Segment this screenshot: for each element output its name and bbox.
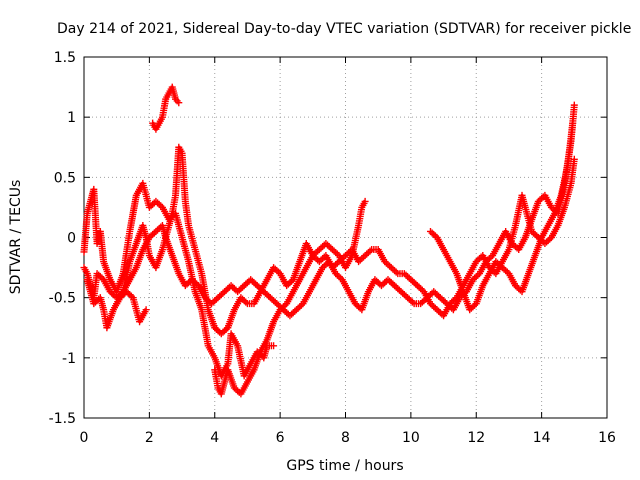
x-tick-label: 14 xyxy=(533,430,551,446)
chart-title: Day 214 of 2021, Sidereal Day-to-day VTE… xyxy=(57,21,631,37)
series-track-2 xyxy=(80,143,578,338)
y-tick-label: 1.5 xyxy=(54,50,76,66)
y-tick-label: 0 xyxy=(67,231,76,247)
x-tick-label: 0 xyxy=(80,430,89,446)
data-point-marker xyxy=(270,342,278,350)
data-point-marker xyxy=(361,197,369,205)
x-tick-label: 8 xyxy=(341,430,350,446)
x-tick-label: 2 xyxy=(145,430,154,446)
x-tick-label: 16 xyxy=(598,430,616,446)
x-tick-label: 6 xyxy=(276,430,285,446)
x-tick-label: 12 xyxy=(467,430,485,446)
y-tick-label: -0.5 xyxy=(49,291,76,307)
series-track-6 xyxy=(211,197,369,398)
series-track-7 xyxy=(426,119,577,314)
data-point-marker xyxy=(570,101,578,109)
data-point-marker xyxy=(83,276,91,284)
data-point-marker xyxy=(175,99,183,107)
y-tick-label: 0.5 xyxy=(54,170,76,186)
axis-ticks: 0 2 4 6 8 10 12 14 16 -1.5 -1 -0.5 0 0.5 1 1.5 xyxy=(49,50,616,446)
y-tick-label: -1 xyxy=(62,351,76,367)
x-tick-label: 4 xyxy=(210,430,219,446)
grid-lines xyxy=(84,57,607,418)
y-tick-label: -1.5 xyxy=(49,411,76,427)
series-track-1 xyxy=(80,179,278,380)
y-tick-label: 1 xyxy=(67,110,76,126)
series-track-3 xyxy=(113,101,578,320)
data-point-marker xyxy=(569,119,577,127)
x-axis-label: GPS time / hours xyxy=(286,458,403,474)
x-tick-label: 10 xyxy=(402,430,420,446)
y-axis-label: SDTVAR / TECUs xyxy=(8,180,24,295)
data-series xyxy=(80,83,578,398)
series-track-4 xyxy=(83,276,150,332)
series-track-5 xyxy=(149,83,183,133)
